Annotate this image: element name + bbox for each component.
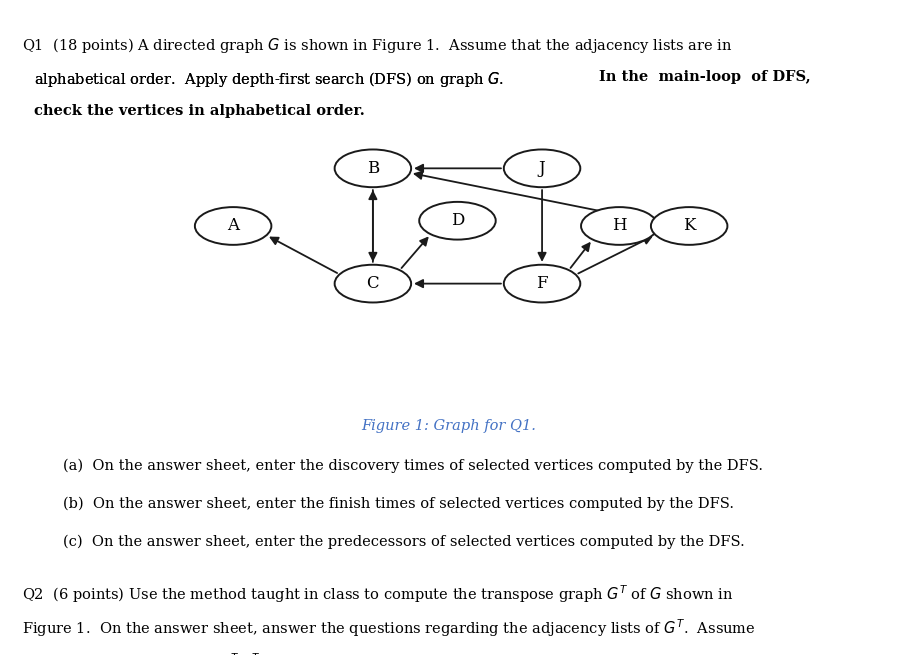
Text: F: F (536, 275, 548, 292)
Text: K: K (683, 217, 695, 234)
Text: that the adjacency lists of $G^T$: that the adjacency lists of $G^T$ (22, 652, 239, 655)
Ellipse shape (335, 149, 411, 187)
Ellipse shape (195, 207, 272, 245)
Text: H: H (612, 217, 627, 234)
Ellipse shape (335, 265, 411, 303)
Text: alphabetical order.  Apply depth-first search (DFS) on graph $G$.: alphabetical order. Apply depth-first se… (34, 70, 510, 89)
Text: Q1  (18 points) A directed graph $G$ is shown in Figure 1.  Assume that the adja: Q1 (18 points) A directed graph $G$ is s… (22, 36, 733, 55)
Ellipse shape (504, 149, 580, 187)
Ellipse shape (419, 202, 496, 240)
Text: D: D (451, 212, 464, 229)
Text: (b)  On the answer sheet, enter the finish times of selected vertices computed b: (b) On the answer sheet, enter the finis… (63, 496, 734, 511)
Ellipse shape (651, 207, 727, 245)
Text: B: B (367, 160, 379, 177)
Text: that the adjacency lists of $G^T$ are in alphabetical order.: that the adjacency lists of $G^T$ are in… (22, 652, 474, 655)
Text: Q2  (6 points) Use the method taught in class to compute the transpose graph $G^: Q2 (6 points) Use the method taught in c… (22, 584, 734, 605)
Ellipse shape (504, 265, 580, 303)
Text: (c)  On the answer sheet, enter the predecessors of selected vertices computed b: (c) On the answer sheet, enter the prede… (63, 534, 745, 549)
Text: C: C (367, 275, 379, 292)
Text: alphabetical order.  Apply depth-first search (DFS) on graph $G$.  In the  main-: alphabetical order. Apply depth-first se… (34, 70, 704, 89)
Text: In the  main-loop  of DFS,: In the main-loop of DFS, (599, 70, 811, 84)
Ellipse shape (581, 207, 658, 245)
Text: Figure 1: Graph for Q1.: Figure 1: Graph for Q1. (361, 419, 536, 433)
Text: J: J (539, 160, 545, 177)
Text: check the vertices in alphabetical order.: check the vertices in alphabetical order… (34, 104, 365, 118)
Text: alphabetical order.  Apply depth-first search (DFS) on graph $G$.: alphabetical order. Apply depth-first se… (34, 70, 510, 89)
Text: Figure 1.  On the answer sheet, answer the questions regarding the adjacency lis: Figure 1. On the answer sheet, answer th… (22, 618, 756, 639)
Text: (a)  On the answer sheet, enter the discovery times of selected vertices compute: (a) On the answer sheet, enter the disco… (63, 458, 762, 473)
Text: A: A (227, 217, 239, 234)
